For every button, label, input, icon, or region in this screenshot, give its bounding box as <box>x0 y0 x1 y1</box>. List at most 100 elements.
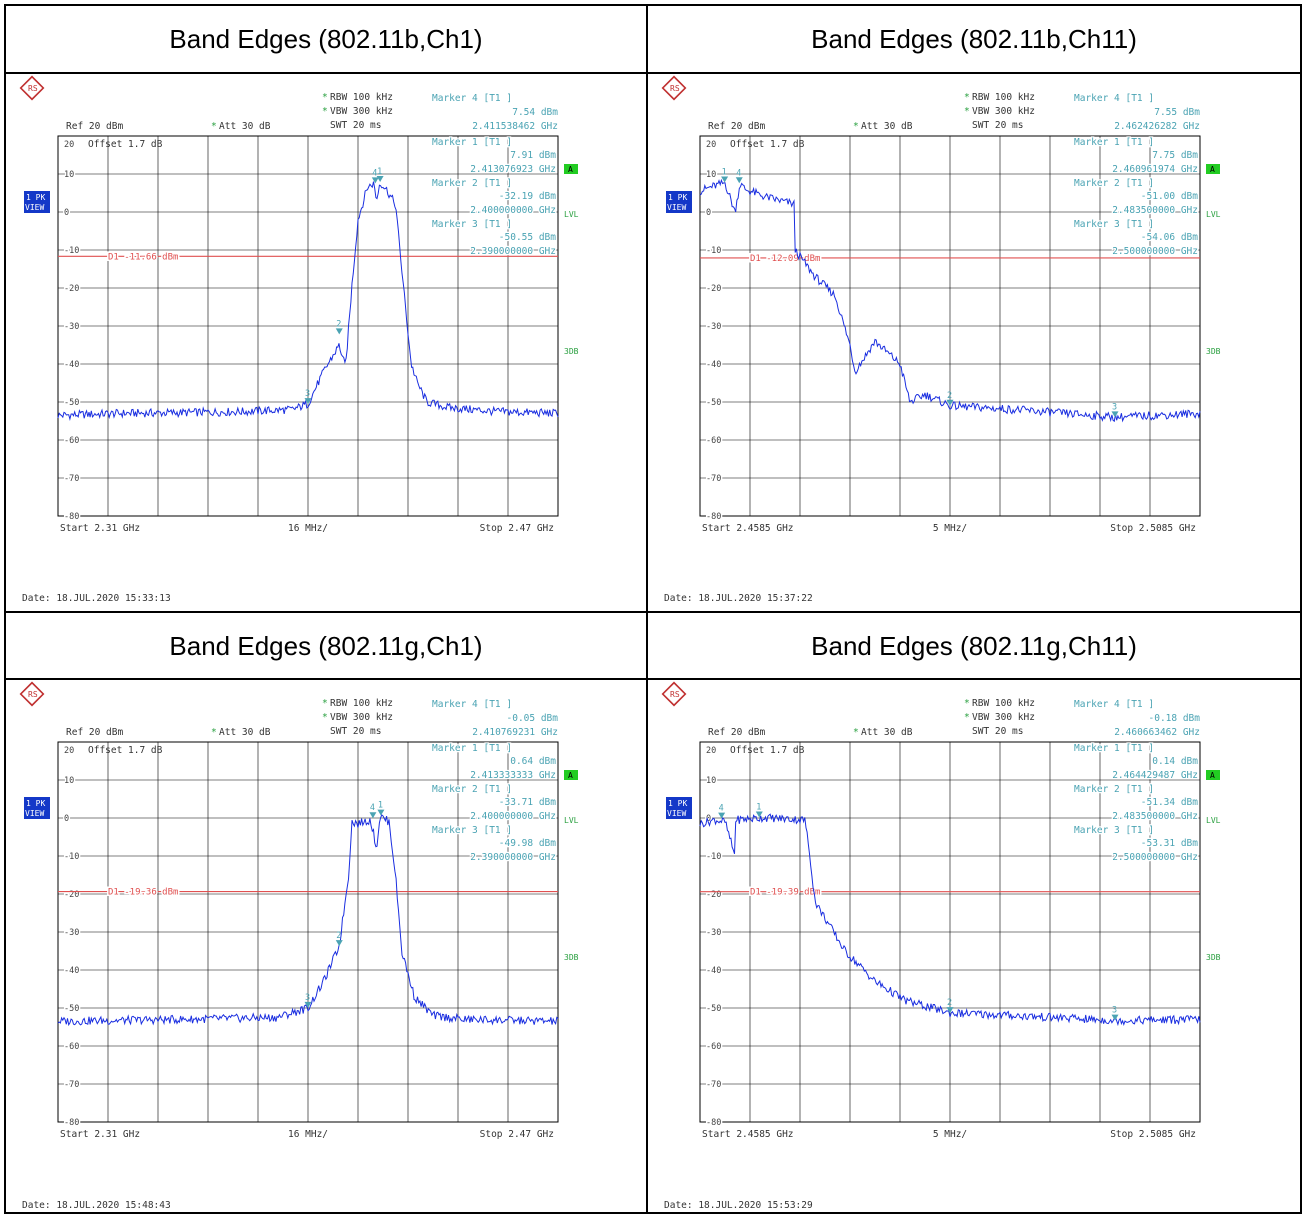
rbw-label: RBW 100 kHz <box>330 92 393 103</box>
ref-label: Ref 20 dBm <box>708 727 765 738</box>
marker-label: Marker 1 [T1 ] <box>1074 743 1154 754</box>
rs-logo-icon: RS <box>19 681 45 707</box>
y-tick-label: -10 <box>64 246 79 256</box>
y-tick-label: -60 <box>706 436 721 446</box>
att-star: * <box>853 727 859 738</box>
y-tick-label: -50 <box>706 1004 721 1014</box>
y-tick-label: -50 <box>64 398 79 408</box>
capture-date: Date: 18.JUL.2020 15:48:43 <box>22 1200 171 1211</box>
trace-badge <box>666 797 692 819</box>
rbw-label: RBW 100 kHz <box>972 92 1035 103</box>
panel-title: Band Edges (802.11g,Ch11) <box>811 630 1137 661</box>
marker-point <box>946 399 954 406</box>
y-tick-label: -40 <box>706 966 721 976</box>
display-line-label: D1 -19.39 dBm <box>750 888 820 898</box>
marker-point <box>1111 1014 1119 1021</box>
marker-point <box>755 811 763 818</box>
y-tick-label: 10 <box>706 170 716 180</box>
marker-label: Marker 3 [T1 ] <box>1074 219 1154 230</box>
marker-number: 4 <box>736 168 741 178</box>
marker-frequency: 2.400000000 GHz <box>470 811 556 822</box>
marker-number: 2 <box>336 319 341 329</box>
marker-point <box>946 1007 954 1014</box>
y-tick-label: -30 <box>64 322 79 332</box>
marker-number: 3 <box>1112 402 1117 412</box>
marker-point <box>371 177 379 184</box>
y-tick-label: 10 <box>706 776 716 786</box>
side-a-label: A <box>568 165 573 174</box>
row-divider <box>6 72 1300 74</box>
y-tick-label: -40 <box>64 360 79 370</box>
display-line-label: D1 -11.66 dBm <box>108 252 178 262</box>
x-div-label: 16 MHz/ <box>288 523 328 534</box>
marker-level: 7.54 dBm <box>512 107 558 118</box>
y-tick-label: -20 <box>64 284 79 294</box>
marker-frequency: 2.410769231 GHz <box>472 727 558 738</box>
panel-title: Band Edges (802.11b,Ch1) <box>169 23 483 54</box>
side-3db-label: 3DB <box>564 347 579 356</box>
y-tick-label: -40 <box>706 360 721 370</box>
vbw-label: VBW 300 kHz <box>330 106 393 117</box>
marker-level: 7.75 dBm <box>1152 150 1198 161</box>
offset-label: Offset 1.7 dB <box>730 139 805 150</box>
trace-badge <box>24 797 50 819</box>
rbw-label: RBW 100 kHz <box>330 698 393 709</box>
logo-text: RS <box>28 690 38 699</box>
logo-text: RS <box>28 84 38 93</box>
capture-date: Date: 18.JUL.2020 15:33:13 <box>22 593 171 604</box>
y-tick-label: -10 <box>706 246 721 256</box>
marker-label: Marker 2 [T1 ] <box>1074 784 1154 795</box>
y-tick-label: -60 <box>64 436 79 446</box>
marker-point <box>304 1001 312 1008</box>
y-tick-label: 20 <box>706 140 716 150</box>
trace-badge <box>24 191 50 213</box>
marker-label: Marker 4 [T1 ] <box>1074 699 1154 710</box>
marker-label: Marker 1 [T1 ] <box>432 743 512 754</box>
rs-logo-icon: RS <box>19 75 45 101</box>
capture-date: Date: 18.JUL.2020 15:53:29 <box>664 1200 813 1211</box>
x-div-label: 16 MHz/ <box>288 1129 328 1140</box>
rbw-label: RBW 100 kHz <box>972 698 1035 709</box>
trace-badge-text: 1 PK <box>26 193 45 202</box>
spectrum-plot-11g-ch11: RS * RBW 100 kHz * VBW 300 kHz SWT 20 ms Ref 2… <box>648 680 1300 1212</box>
marker-number: 1 <box>722 168 727 178</box>
rbw-star: * <box>964 698 970 709</box>
x-start-label: Start 2.4585 GHz <box>702 1129 794 1140</box>
marker-level: 0.14 dBm <box>1152 756 1198 767</box>
side-a-label: A <box>1210 165 1215 174</box>
display-line-label: D1 -19.36 dBm <box>108 888 178 898</box>
vbw-star: * <box>322 712 328 723</box>
side-a-badge <box>1206 770 1220 780</box>
marker-frequency: 2.400000000 GHz <box>470 205 556 216</box>
marker-label: Marker 2 [T1 ] <box>432 784 512 795</box>
marker-frequency: 2.500000000 GHz <box>1112 246 1198 257</box>
vbw-star: * <box>964 712 970 723</box>
rs-logo-icon: RS <box>661 75 687 101</box>
marker-point <box>735 177 743 184</box>
y-tick-label: 0 <box>706 814 711 824</box>
ref-label: Ref 20 dBm <box>66 121 123 132</box>
marker-level: -0.05 dBm <box>507 713 559 724</box>
marker-point <box>721 176 729 183</box>
marker-frequency: 2.460961974 GHz <box>1112 164 1198 175</box>
y-tick-label: 20 <box>64 140 74 150</box>
offset-label: Offset 1.7 dB <box>88 745 163 756</box>
att-label: Att 30 dB <box>219 727 271 738</box>
marker-frequency: 2.464429487 GHz <box>1112 770 1198 781</box>
marker-label: Marker 4 [T1 ] <box>1074 93 1154 104</box>
marker-number: 4 <box>372 168 377 178</box>
y-tick-label: -70 <box>706 1080 721 1090</box>
spectrum-plot-11b-ch11: RS * RBW 100 kHz * VBW 300 kHz SWT 20 ms Ref 2… <box>648 74 1300 611</box>
swt-label: SWT 20 ms <box>972 726 1023 737</box>
rbw-star: * <box>322 92 328 103</box>
x-stop-label: Stop 2.47 GHz <box>480 1129 554 1140</box>
marker-level: 7.55 dBm <box>1154 107 1200 118</box>
y-tick-label: 0 <box>706 208 711 218</box>
side-a-badge <box>564 770 578 780</box>
marker-level: -49.98 dBm <box>499 838 556 849</box>
marker-frequency: 2.390000000 GHz <box>470 246 556 257</box>
results-table: Band Edges (802.11b,Ch1) Band Edges (802… <box>4 4 1302 1214</box>
side-3db-label: 3DB <box>1206 953 1221 962</box>
